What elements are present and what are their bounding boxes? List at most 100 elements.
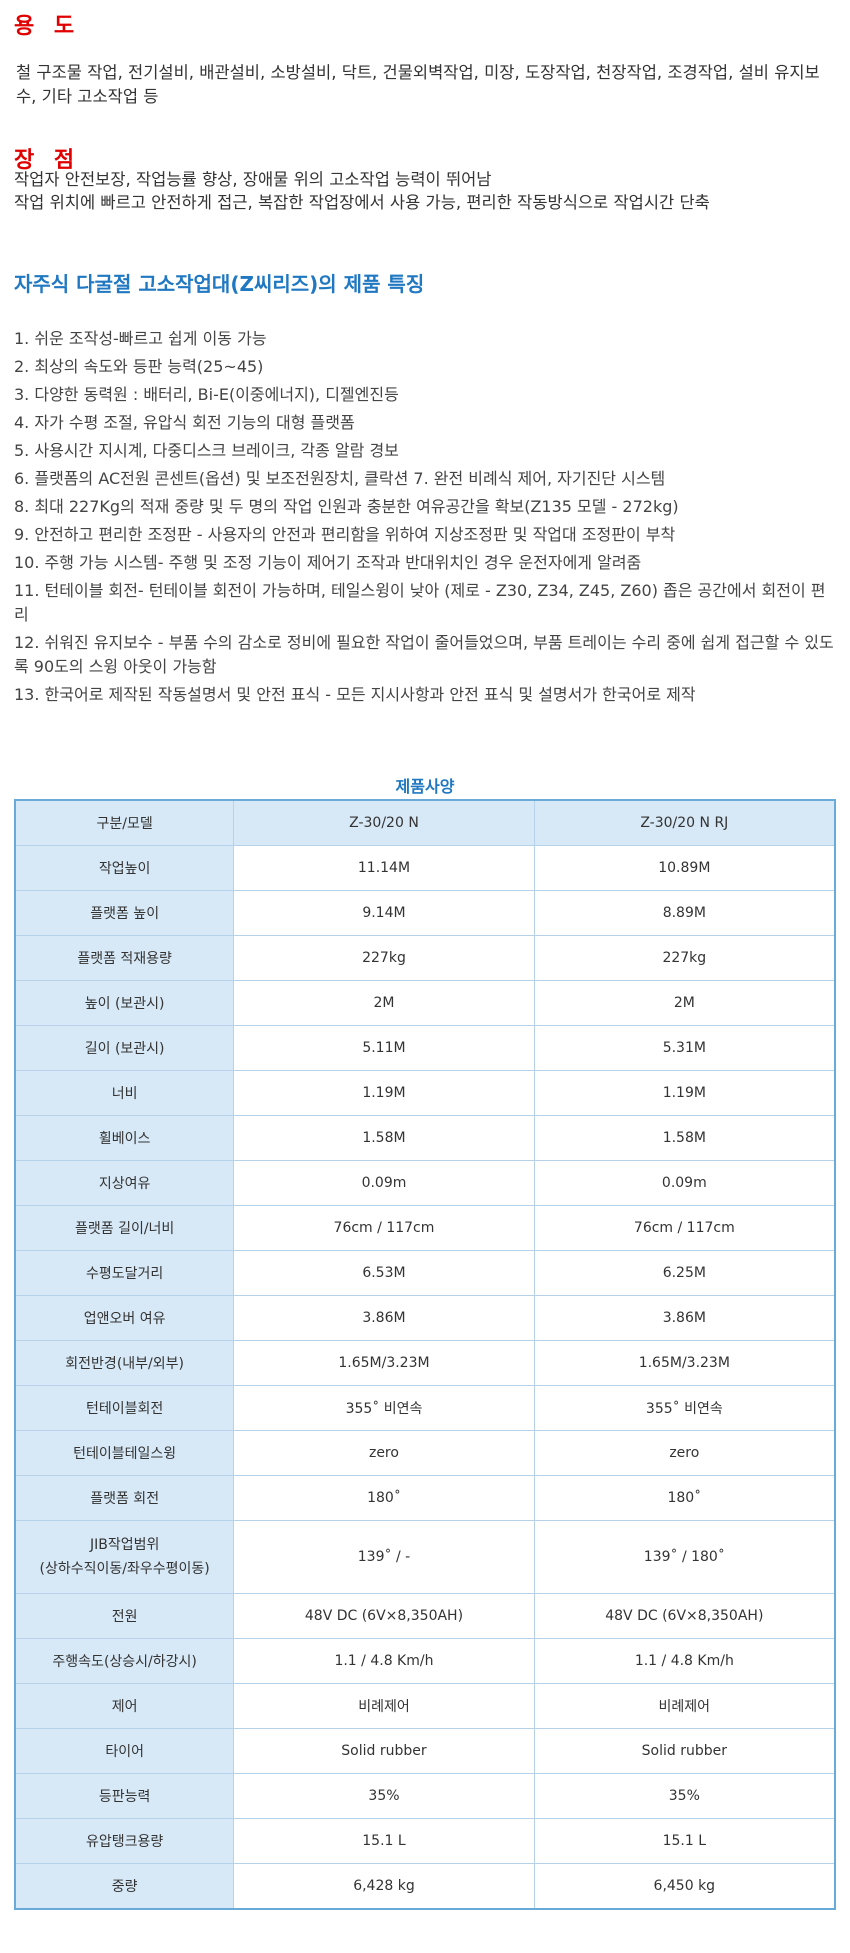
spec-value-cell: 15.1 L bbox=[233, 1818, 535, 1864]
spec-label-cell: 턴테이블테일스윙 bbox=[14, 1430, 235, 1476]
feature-item: 8. 최대 227Kg의 적재 중량 및 두 명의 작업 인원과 충분한 여유공… bbox=[14, 497, 679, 516]
spec-value-cell: 355˚ 비연속 bbox=[233, 1385, 535, 1431]
spec-value-cell: 3.86M bbox=[533, 1295, 836, 1341]
spec-value-cell: 6,428 kg bbox=[233, 1863, 535, 1910]
table-row: 수평도달거리 6.53M 6.25M bbox=[14, 1250, 836, 1296]
spec-header-model-1: Z-30/20 N bbox=[233, 799, 535, 846]
spec-label-cell: 등판능력 bbox=[14, 1773, 235, 1819]
spec-label-cell: 너비 bbox=[14, 1070, 235, 1116]
table-row: 길이 (보관시) 5.11M 5.31M bbox=[14, 1025, 836, 1071]
spec-title: 제품사양 bbox=[395, 777, 455, 796]
spec-value-cell: 355˚ 비연속 bbox=[533, 1385, 836, 1431]
spec-value-cell: 비례제어 bbox=[533, 1683, 836, 1729]
spec-label-text: JIB작업범위 bbox=[89, 1537, 160, 1553]
spec-value-cell: 180˚ bbox=[533, 1475, 836, 1521]
spec-value-cell: zero bbox=[233, 1430, 535, 1476]
spec-value-cell: 5.31M bbox=[533, 1025, 836, 1071]
advantages-line-1: 작업자 안전보장, 작업능률 향상, 장애물 위의 고소작업 능력이 뛰어남 bbox=[14, 170, 492, 189]
spec-value-cell: 비례제어 bbox=[233, 1683, 535, 1729]
spec-value-cell: 35% bbox=[533, 1773, 836, 1819]
spec-label-cell: 수평도달거리 bbox=[14, 1250, 235, 1296]
table-row: 전원 48V DC (6V×8,350AH) 48V DC (6V×8,350AH) bbox=[14, 1593, 836, 1639]
spec-value-cell: 2M bbox=[533, 980, 836, 1026]
spec-value-cell: 76cm / 117cm bbox=[533, 1205, 836, 1251]
spec-value-cell: 139˚ / 180˚ bbox=[533, 1520, 836, 1594]
spec-label-cell: 길이 (보관시) bbox=[14, 1025, 235, 1071]
spec-value-cell: 1.58M bbox=[233, 1115, 535, 1161]
spec-value-cell: 8.89M bbox=[533, 890, 836, 936]
table-row: JIB작업범위 (상하수직이동/좌우수평이동) 139˚ / -139˚ / 180… bbox=[14, 1520, 836, 1594]
table-row: 회전반경(내부/외부) 1.65M/3.23M 1.65M/3.23M bbox=[14, 1340, 836, 1386]
advantages-line-2: 작업 위치에 빠르고 안전하게 접근, 복잡한 작업장에서 사용 가능, 편리한… bbox=[14, 193, 710, 212]
table-row: 작업높이 11.14M 10.89M bbox=[14, 845, 836, 891]
feature-item: 10. 주행 가능 시스템- 주행 및 조정 기능이 제어기 조작과 반대위치인… bbox=[14, 553, 642, 572]
usage-title: 용 도 bbox=[14, 14, 81, 39]
table-row: 플랫폼 길이/너비 76cm / 117cm 76cm / 117cm bbox=[14, 1205, 836, 1251]
spec-value-cell: 3.86M bbox=[233, 1295, 535, 1341]
spec-value-cell: 11.14M bbox=[233, 845, 535, 891]
table-row: 업앤오버 여유 3.86M 3.86M bbox=[14, 1295, 836, 1341]
feature-item: 13. 한국어로 제작된 작동설명서 및 안전 표식 - 모든 지시사항과 안전… bbox=[14, 685, 696, 704]
spec-label-cell: 유압탱크용량 bbox=[14, 1818, 235, 1864]
usage-text: 철 구조물 작업, 전기설비, 배관설비, 소방설비, 닥트, 건물외벽작업, … bbox=[16, 63, 820, 106]
spec-label-cell: 플랫폼 회전 bbox=[14, 1475, 235, 1521]
spec-label-cell: 회전반경(내부/외부) bbox=[14, 1340, 235, 1386]
spec-value-cell: 6.25M bbox=[533, 1250, 836, 1296]
spec-table: 구분/모델 Z-30/20 N Z-30/20 N RJ 작업높이 11.14M 1… bbox=[14, 799, 836, 1910]
spec-value-cell: 1.1 / 4.8 Km/h bbox=[533, 1638, 836, 1684]
feature-item: 12. 쉬워진 유지보수 - 부품 수의 감소로 정비에 필요한 작업이 줄어들… bbox=[14, 633, 834, 676]
table-row: 등판능력 35% 35% bbox=[14, 1773, 836, 1819]
spec-label-cell: 작업높이 bbox=[14, 845, 235, 891]
spec-value-cell: zero bbox=[533, 1430, 836, 1476]
spec-value-cell: 180˚ bbox=[233, 1475, 535, 1521]
spec-value-cell: 1.19M bbox=[233, 1070, 535, 1116]
spec-label-cell: 중량 bbox=[14, 1863, 235, 1910]
spec-value-cell: 48V DC (6V×8,350AH) bbox=[233, 1593, 535, 1639]
spec-value-cell: 76cm / 117cm bbox=[233, 1205, 535, 1251]
feature-item: 1. 쉬운 조작성-빠르고 쉽게 이동 가능 bbox=[14, 329, 267, 348]
feature-item: 4. 자가 수평 조절, 유압식 회전 기능의 대형 플랫폼 bbox=[14, 413, 355, 432]
spec-header-model-2: Z-30/20 N RJ bbox=[533, 799, 836, 846]
feature-item: 11. 턴테이블 회전- 턴테이블 회전이 가능하며, 테일스윙이 낮아 (제로… bbox=[14, 581, 826, 624]
spec-label-cell: JIB작업범위 (상하수직이동/좌우수평이동) bbox=[14, 1520, 235, 1594]
table-row: 유압탱크용량 15.1 L 15.1 L bbox=[14, 1818, 836, 1864]
spec-value-cell: 1.19M bbox=[533, 1070, 836, 1116]
spec-value-cell: 227kg bbox=[233, 935, 535, 981]
spec-label-cell: 플랫폼 길이/너비 bbox=[14, 1205, 235, 1251]
spec-label-cell: 휠베이스 bbox=[14, 1115, 235, 1161]
spec-value-cell: 5.11M bbox=[233, 1025, 535, 1071]
feature-item: 6. 플랫폼의 AC전원 콘센트(옵션) 및 보조전원장치, 클락션 7. 완전… bbox=[14, 469, 666, 488]
table-row: 턴테이블테일스윙 zero zero bbox=[14, 1430, 836, 1476]
table-row: 휠베이스 1.58M 1.58M bbox=[14, 1115, 836, 1161]
feature-item: 5. 사용시간 지시계, 다중디스크 브레이크, 각종 알람 경보 bbox=[14, 441, 399, 460]
table-row: 높이 (보관시) 2M 2M bbox=[14, 980, 836, 1026]
features-list: 1. 쉬운 조작성-빠르고 쉽게 이동 가능 2. 최상의 속도와 등판 능력(… bbox=[14, 327, 836, 711]
advantages-title: 장 점 bbox=[14, 148, 81, 173]
table-row: 주행속도(상승시/하강시) 1.1 / 4.8 Km/h 1.1 / 4.8 Km/… bbox=[14, 1638, 836, 1684]
spec-header-row: 구분/모델 Z-30/20 N Z-30/20 N RJ bbox=[14, 799, 836, 846]
spec-value-cell: 2M bbox=[233, 980, 535, 1026]
table-row: 타이어 Solid rubber Solid rubber bbox=[14, 1728, 836, 1774]
spec-value-cell: 10.89M bbox=[533, 845, 836, 891]
spec-body: 작업높이 11.14M 10.89M 플랫폼 높이 9.14M 8.89M 플랫폼 적재용량… bbox=[14, 845, 836, 1910]
spec-value-cell: 139˚ / - bbox=[233, 1520, 535, 1594]
spec-value-cell: 1.65M/3.23M bbox=[233, 1340, 535, 1386]
spec-label-subtext: (상하수직이동/좌우수평이동) bbox=[39, 1561, 210, 1577]
spec-value-cell: 48V DC (6V×8,350AH) bbox=[533, 1593, 836, 1639]
table-row: 너비 1.19M 1.19M bbox=[14, 1070, 836, 1116]
spec-value-cell: 9.14M bbox=[233, 890, 535, 936]
spec-value-cell: 0.09m bbox=[233, 1160, 535, 1206]
spec-label-cell: 지상여유 bbox=[14, 1160, 235, 1206]
spec-value-cell: 15.1 L bbox=[533, 1818, 836, 1864]
spec-label-cell: 턴테이블회전 bbox=[14, 1385, 235, 1431]
table-row: 제어 비례제어 비례제어 bbox=[14, 1683, 836, 1729]
spec-label-cell: 플랫폼 높이 bbox=[14, 890, 235, 936]
spec-label-cell: 업앤오버 여유 bbox=[14, 1295, 235, 1341]
table-row: 턴테이블회전 355˚ 비연속 355˚ 비연속 bbox=[14, 1385, 836, 1431]
table-row: 중량 6,428 kg 6,450 kg bbox=[14, 1863, 836, 1910]
spec-label-cell: 높이 (보관시) bbox=[14, 980, 235, 1026]
spec-header-category: 구분/모델 bbox=[14, 799, 235, 846]
spec-value-cell: Solid rubber bbox=[533, 1728, 836, 1774]
spec-value-cell: 1.58M bbox=[533, 1115, 836, 1161]
spec-label-cell: 제어 bbox=[14, 1683, 235, 1729]
